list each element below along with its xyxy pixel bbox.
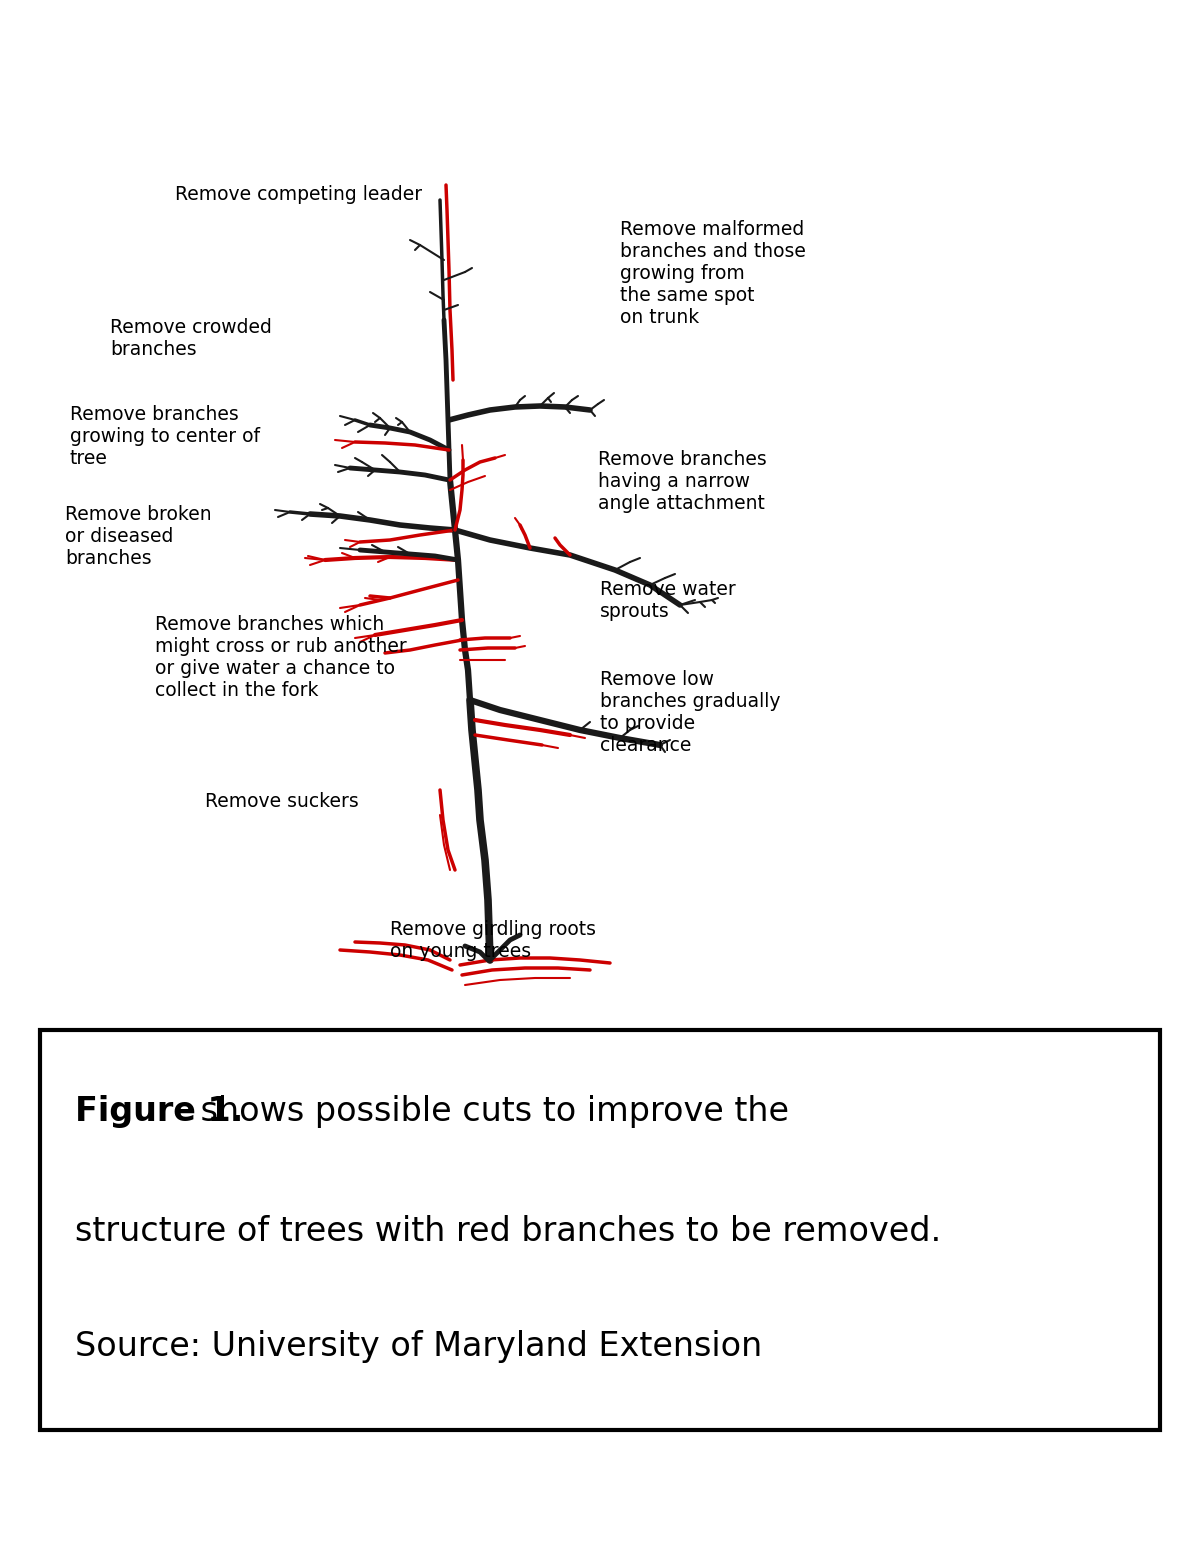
- Text: Remove branches which
might cross or rub another
or give water a chance to
colle: Remove branches which might cross or rub…: [155, 616, 407, 700]
- Text: structure of trees with red branches to be removed.: structure of trees with red branches to …: [74, 1214, 941, 1249]
- Text: Remove suckers: Remove suckers: [205, 793, 359, 811]
- Text: Remove water
sprouts: Remove water sprouts: [600, 580, 736, 620]
- Text: Figure 1.: Figure 1.: [74, 1095, 244, 1128]
- Text: Remove crowded
branches: Remove crowded branches: [110, 318, 272, 358]
- Bar: [40, 1030, 1160, 1430]
- Text: shows possible cuts to improve the: shows possible cuts to improve the: [190, 1095, 790, 1128]
- Text: Remove branches
having a narrow
angle attachment: Remove branches having a narrow angle at…: [598, 450, 767, 513]
- Text: Remove low
branches gradually
to provide
clearance: Remove low branches gradually to provide…: [600, 670, 780, 755]
- Text: Remove competing leader: Remove competing leader: [175, 185, 422, 205]
- Text: Remove broken
or diseased
branches: Remove broken or diseased branches: [65, 506, 211, 568]
- Text: Remove girdling roots
on young trees: Remove girdling roots on young trees: [390, 920, 596, 962]
- Text: Source: University of Maryland Extension: Source: University of Maryland Extension: [74, 1331, 762, 1363]
- Text: Remove malformed
branches and those
growing from
the same spot
on trunk: Remove malformed branches and those grow…: [620, 220, 806, 327]
- Text: Remove branches
growing to center of
tree: Remove branches growing to center of tre…: [70, 405, 260, 468]
